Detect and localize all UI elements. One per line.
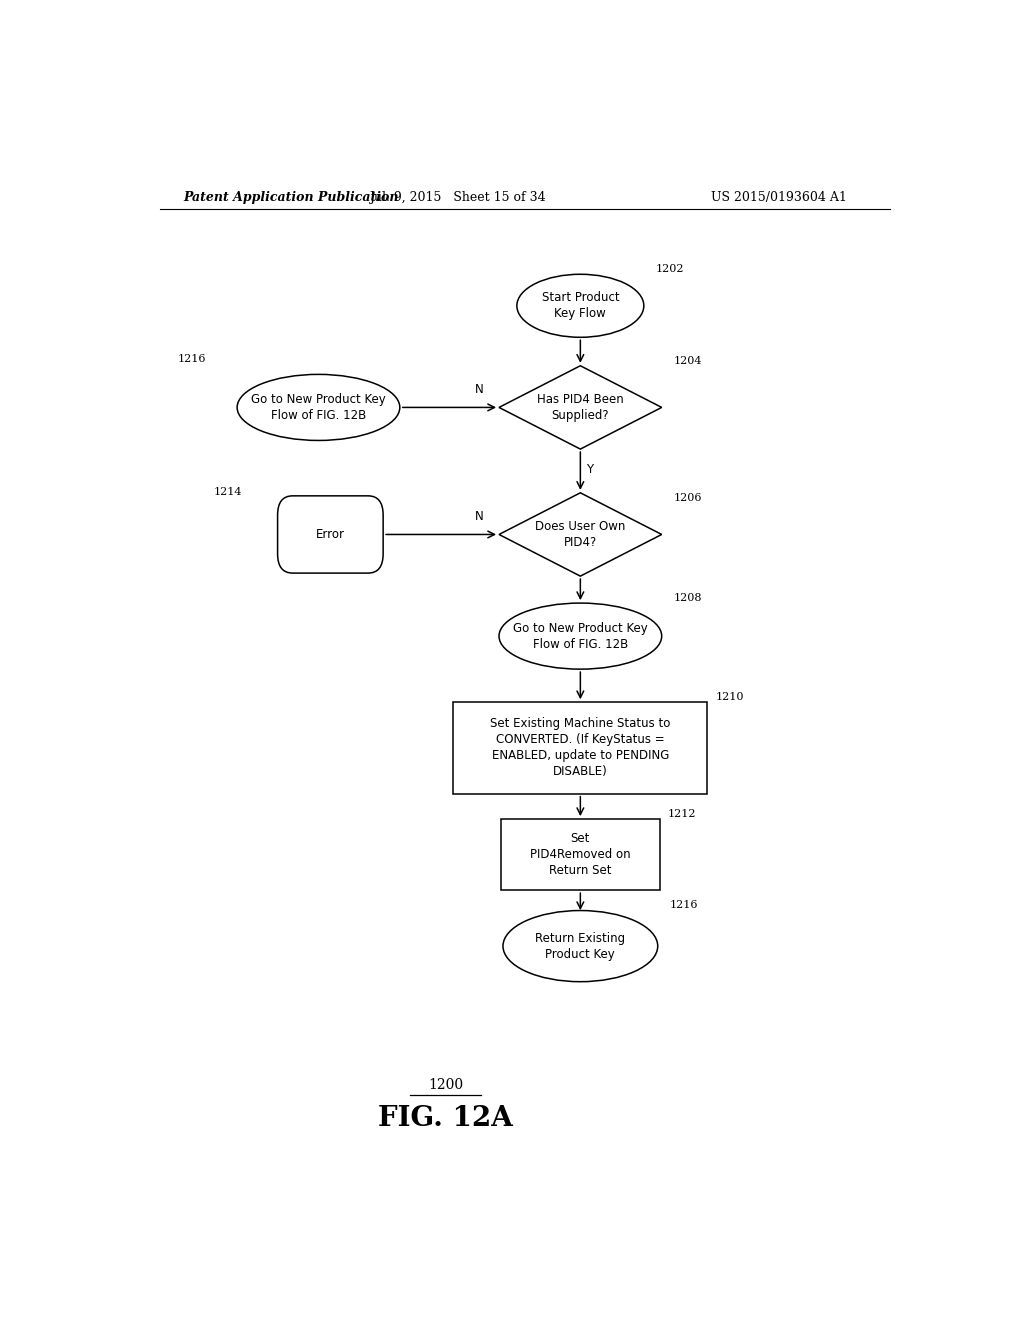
Text: Return Existing
Product Key: Return Existing Product Key <box>536 932 626 961</box>
Text: Go to New Product Key
Flow of FIG. 12B: Go to New Product Key Flow of FIG. 12B <box>251 393 386 422</box>
Text: Patent Application Publication: Patent Application Publication <box>183 190 399 203</box>
Text: US 2015/0193604 A1: US 2015/0193604 A1 <box>711 190 847 203</box>
Text: Does User Own
PID4?: Does User Own PID4? <box>536 520 626 549</box>
Text: 1216: 1216 <box>670 900 698 911</box>
Text: 1200: 1200 <box>428 1078 463 1093</box>
Text: 1216: 1216 <box>177 354 206 364</box>
Text: Set
PID4Removed on
Return Set: Set PID4Removed on Return Set <box>530 832 631 876</box>
Text: Start Product
Key Flow: Start Product Key Flow <box>542 292 620 321</box>
Text: Error: Error <box>315 528 345 541</box>
Text: Jul. 9, 2015   Sheet 15 of 34: Jul. 9, 2015 Sheet 15 of 34 <box>369 190 546 203</box>
Text: 1208: 1208 <box>674 593 702 603</box>
Text: Set Existing Machine Status to
CONVERTED. (If KeyStatus =
ENABLED, update to PEN: Set Existing Machine Status to CONVERTED… <box>490 717 671 779</box>
Text: 1204: 1204 <box>674 355 702 366</box>
Text: FIG. 12A: FIG. 12A <box>378 1105 513 1133</box>
Text: Go to New Product Key
Flow of FIG. 12B: Go to New Product Key Flow of FIG. 12B <box>513 622 648 651</box>
Text: Y: Y <box>587 463 594 477</box>
Text: Has PID4 Been
Supplied?: Has PID4 Been Supplied? <box>537 393 624 422</box>
Text: 1206: 1206 <box>674 492 702 503</box>
Text: N: N <box>475 510 483 523</box>
Bar <box>501 818 659 890</box>
Text: 1212: 1212 <box>668 809 696 818</box>
Text: 1202: 1202 <box>655 264 684 275</box>
Text: N: N <box>475 383 483 396</box>
Text: 1210: 1210 <box>715 692 743 702</box>
Text: 1214: 1214 <box>213 487 242 496</box>
Bar <box>454 702 708 793</box>
